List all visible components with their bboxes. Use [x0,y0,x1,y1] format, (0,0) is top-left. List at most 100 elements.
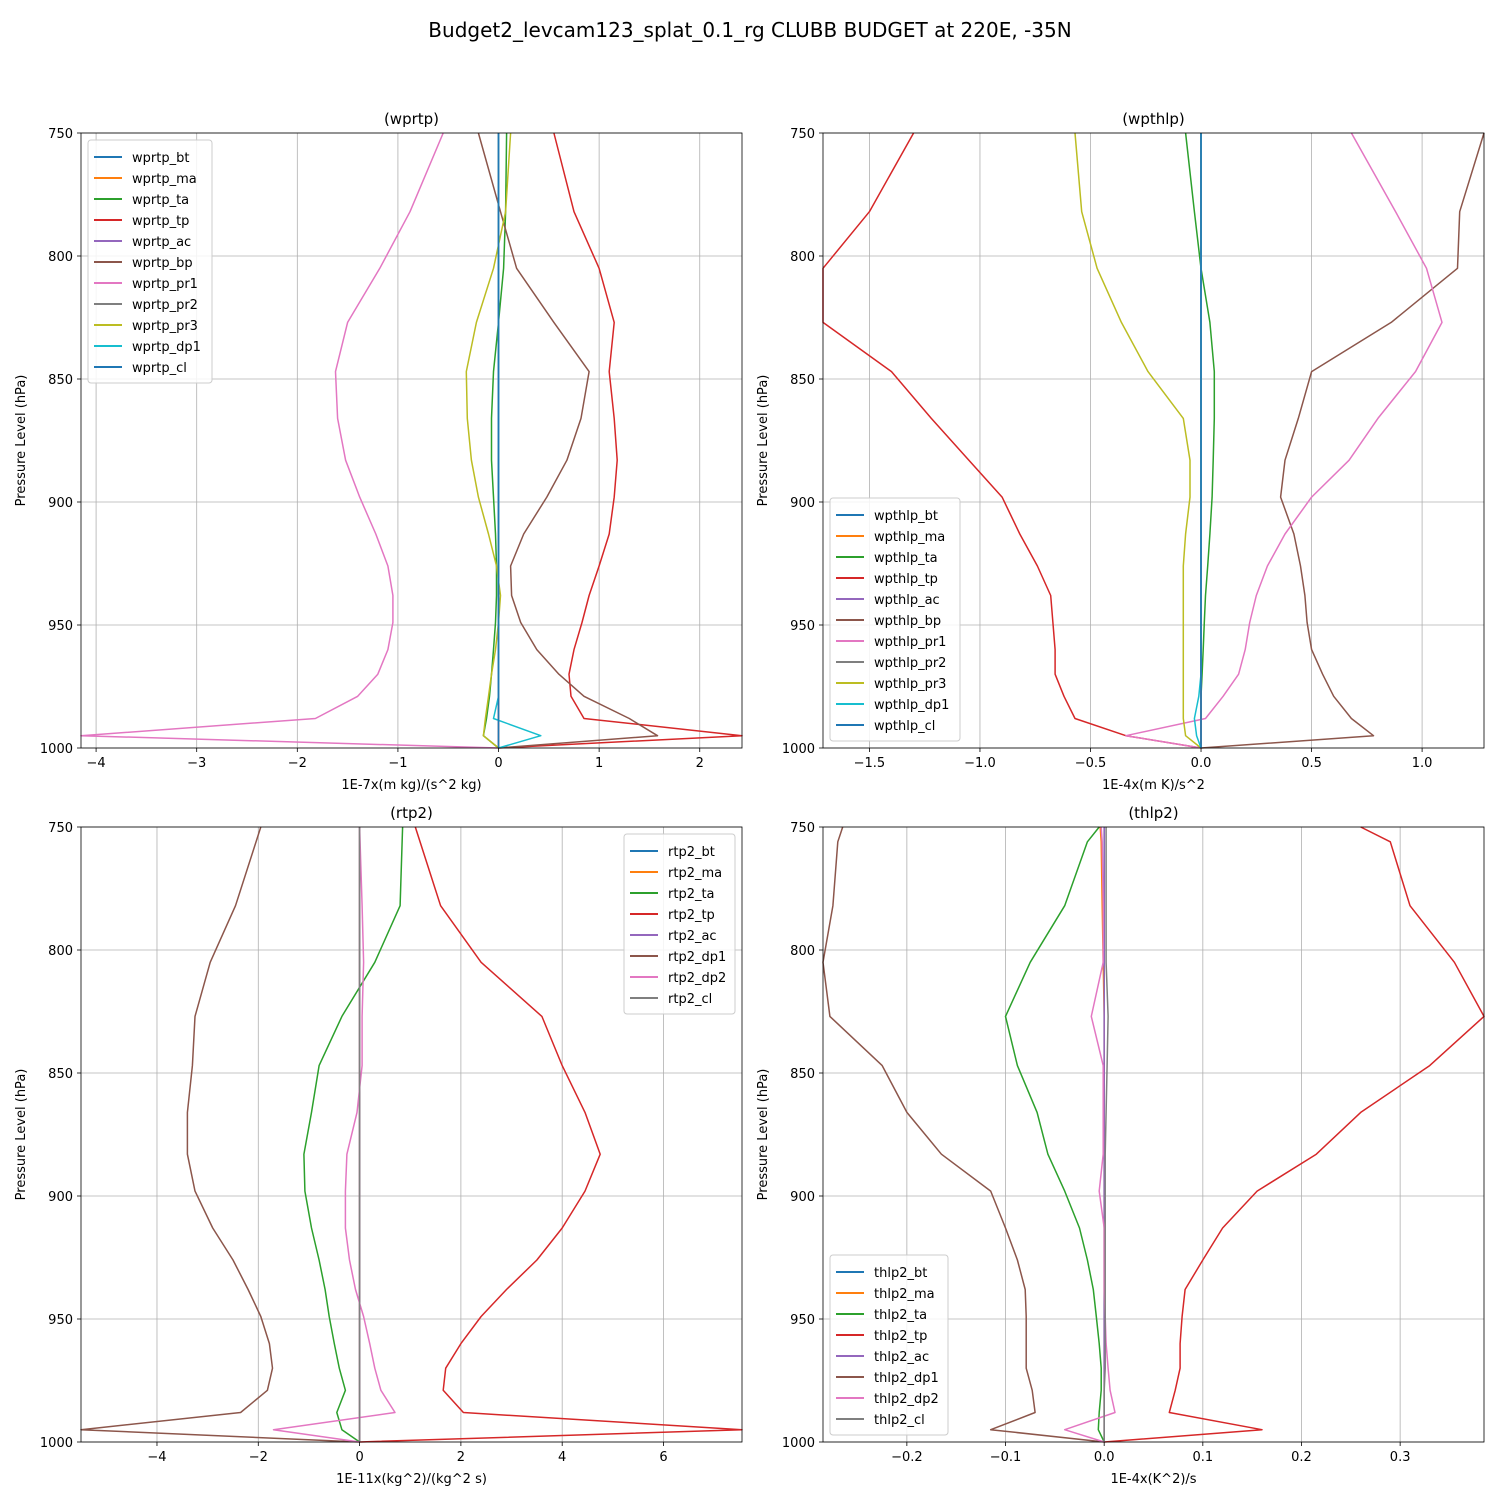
legend: wpthlp_bt wpthlp_ma wpthlp_ta wpthlp_tpwpth… [829,497,961,742]
legend-entry: wpthlp_ta [874,551,938,566]
legend-entry: wprtp_dp1 [132,340,201,355]
legend-entry: rtp2_dp2 [668,971,726,986]
legend-entry: wprtp_pr3 [132,319,198,334]
legend-box [623,833,736,1015]
y-tick-label: 800 [790,944,815,959]
legend: wprtp_bt wprtp_ma wprtp_ta wprtp_tp wprtp_ac… [87,139,213,384]
x-tick-label: −3 [187,756,206,771]
legend-entry: rtp2_bt [668,845,715,860]
legend-entry: wpthlp_pr2 [874,656,946,671]
y-tick-label: 950 [48,619,73,634]
subplot-title: (wprtp) [384,110,439,128]
x-tick-label: 6 [659,1450,667,1465]
x-tick-label: −1 [388,756,407,771]
x-tick-label: 0.3 [1390,1450,1411,1465]
legend-entry: wprtp_bp [132,256,193,271]
legend-entry: rtp2_ta [668,887,715,902]
subplot-rtp2: −4 −2 0 2 4 6 750 800 850 900 950 1000 (rtp2) 1E-11x(… [14,804,743,1487]
legend-entry: wpthlp_ac [874,593,940,608]
y-tick-label: 1000 [40,742,73,757]
x-tick-label: 0 [494,756,502,771]
series-line-wpthlp_bp [1200,132,1485,749]
x-tick-label: 0.5 [1301,756,1322,771]
legend-entry: wprtp_bt [132,151,189,166]
y-axis-label: Pressure Level (hPa) [14,375,29,507]
x-tick-label: −1.5 [854,756,886,771]
series-line-wpthlp_pr1 [1125,132,1443,749]
series-line-rtp2_dp1 [80,826,360,1443]
y-tick-label: 950 [790,1313,815,1328]
legend-box [829,497,961,742]
x-tick-label: 1 [595,756,603,771]
series-line-wprtp_tp [498,132,743,749]
legend-entry: wprtp_ac [132,235,191,250]
legend-entry: wpthlp_bt [874,509,938,524]
y-tick-label: 850 [790,373,815,388]
axes-frame [80,826,743,1443]
x-tick-label: 0 [355,1450,363,1465]
legend-box [829,1254,949,1436]
figure-suptitle: Budget2_levcam123_splat_0.1_rg CLUBB BUD… [428,18,1071,42]
y-tick-label: 750 [48,127,73,142]
legend-entry: wpthlp_pr3 [874,677,946,692]
legend-entry: wprtp_ma [132,172,197,187]
subplot-wprtp: −4 −3 −2 −1 0 1 2 750 800 850 900 950 1000 (wprtp) 1E-… [14,110,743,793]
legend-entry: wpthlp_cl [874,719,935,734]
legend-entry: thlp2_ac [874,1350,929,1365]
x-tick-label: −0.1 [990,1450,1022,1465]
series-line-wprtp_pr1 [80,132,499,749]
legend-box [87,139,213,384]
x-tick-label: 4 [558,1450,566,1465]
series-line-rtp2_ta [303,826,404,1443]
legend-entry: wprtp_pr2 [132,298,198,313]
subplot-title: (rtp2) [390,804,433,822]
x-tick-label: −0.2 [891,1450,923,1465]
legend-entry: rtp2_dp1 [668,950,726,965]
y-tick-label: 950 [790,619,815,634]
legend-entry: wpthlp_tp [874,572,938,587]
x-tick-label: −1.0 [964,756,996,771]
legend-entry: wprtp_tp [132,214,189,229]
legend: rtp2_bt rtp2_ma rtp2_ta rtp2_tp rtp2_ac rtp2_… [623,833,736,1015]
series-line-rtp2_dp2 [272,826,396,1443]
y-tick-label: 800 [48,250,73,265]
legend-entry: wprtp_ta [132,193,189,208]
x-tick-label: −4 [147,1450,166,1465]
axes-frame [822,826,1485,1443]
x-tick-label: 0.0 [1191,756,1212,771]
x-tick-label: 1.0 [1412,756,1433,771]
axes-frame [80,132,743,749]
y-axis-label: Pressure Level (hPa) [756,375,771,507]
subplot-title: (wpthlp) [1122,110,1185,128]
x-tick-label: −2 [288,756,307,771]
series-line-wprtp_bp [477,132,659,749]
series-line-rtp2_tp [359,826,743,1443]
legend-entry: wpthlp_bp [874,614,941,629]
y-tick-label: 950 [48,1313,73,1328]
y-tick-label: 1000 [782,742,815,757]
subplot-title: (thlp2) [1128,804,1178,822]
y-tick-label: 850 [48,1067,73,1082]
y-tick-label: 900 [790,1190,815,1205]
axes-frame [822,132,1485,749]
y-axis-label: Pressure Level (hPa) [14,1069,29,1201]
legend-entry: wpthlp_dp1 [874,698,949,713]
subplot-wpthlp: −1.5 −1.0 −0.5 0.0 0.5 1.0 750 800 850 900 950 1000… [756,110,1485,793]
y-tick-label: 750 [48,821,73,836]
x-tick-label: 0.0 [1094,1450,1115,1465]
x-tick-label: −0.5 [1075,756,1107,771]
y-tick-label: 750 [790,127,815,142]
y-tick-label: 1000 [40,1436,73,1451]
x-tick-label: 2 [696,756,704,771]
legend-entry: rtp2_cl [668,992,712,1007]
legend-entry: rtp2_tp [668,908,715,923]
legend-entry: thlp2_ma [874,1287,935,1302]
series-line-thlp2_dp2 [1063,826,1116,1443]
x-tick-label: 0.1 [1192,1450,1213,1465]
x-tick-label: −2 [249,1450,268,1465]
legend-entry: rtp2_ac [668,929,717,944]
series-line-wprtp_ta [482,132,508,749]
legend-entry: thlp2_ta [874,1308,927,1323]
legend-entry: wpthlp_pr1 [874,635,946,650]
